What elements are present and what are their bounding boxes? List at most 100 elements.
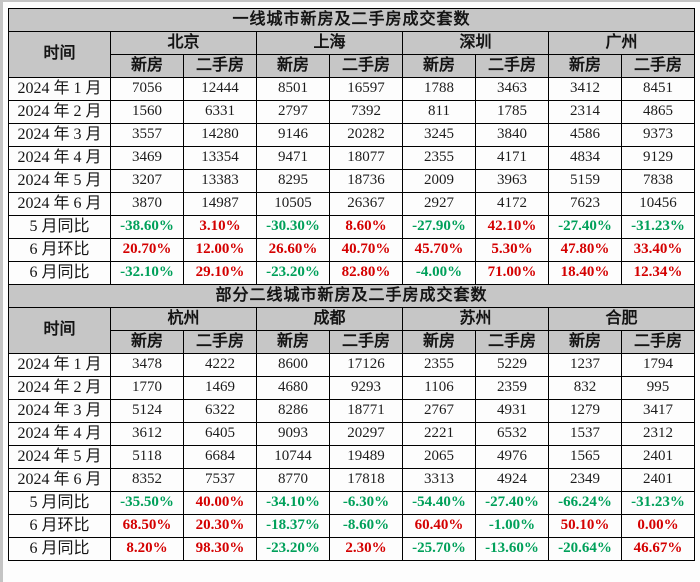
percent-cell: 3.10%	[183, 215, 257, 239]
percent-cell: 20.70%	[110, 238, 184, 262]
value-cell: 5124	[110, 399, 184, 423]
table-row: 2024 年 6 月 3870 14987 10505 26367 2927 4172 762…	[8, 192, 696, 216]
row-label: 2024 年 5 月	[8, 445, 111, 469]
value-cell: 2797	[256, 100, 330, 124]
value-cell: 3469	[110, 146, 184, 170]
row-label: 2024 年 1 月	[8, 77, 111, 101]
value-cell: 6405	[183, 422, 257, 446]
value-cell: 2355	[402, 146, 476, 170]
value-cell: 3412	[548, 77, 622, 101]
value-cell: 1237	[548, 353, 622, 377]
table-title: 部分二线城市新房及二手房成交套数	[7, 284, 696, 308]
value-cell: 4976	[475, 445, 549, 469]
value-cell: 4222	[183, 353, 257, 377]
sub-header-row: 新房 二手房 新房 二手房 新房 二手房 新房 二手房	[9, 330, 696, 354]
value-cell: 4865	[620, 100, 696, 124]
summary-label: 6 月环比	[8, 514, 111, 538]
value-cell: 9146	[256, 123, 330, 147]
percent-cell: -54.40%	[402, 491, 476, 515]
value-cell: 3245	[402, 123, 476, 147]
value-cell: 17126	[329, 353, 403, 377]
percent-cell: 26.60%	[256, 238, 330, 262]
percent-cell: 46.67%	[620, 537, 696, 561]
city-header: 苏州	[402, 307, 549, 331]
value-cell: 995	[620, 376, 696, 400]
percent-cell: 82.80%	[329, 261, 403, 285]
value-cell: 3870	[110, 192, 184, 216]
row-label: 2024 年 4 月	[8, 422, 111, 446]
value-cell: 18736	[329, 169, 403, 193]
value-cell: 6331	[183, 100, 257, 124]
value-cell: 3417	[620, 399, 696, 423]
value-cell: 12444	[183, 77, 257, 101]
value-cell: 10744	[256, 445, 330, 469]
value-cell: 6322	[183, 399, 257, 423]
percent-cell: 98.30%	[183, 537, 257, 561]
resale-home-header: 二手房	[183, 54, 257, 78]
value-cell: 16597	[329, 77, 403, 101]
value-cell: 7056	[110, 77, 184, 101]
summary-row: 5 月同比 -38.60% 3.10% -30.30% 8.60% -27.90% 42.1…	[8, 215, 696, 239]
value-cell: 9373	[620, 123, 696, 147]
city-header: 广州	[547, 31, 696, 55]
value-cell: 2312	[620, 422, 696, 446]
percent-cell: -1.00%	[475, 514, 549, 538]
value-cell: 10456	[620, 192, 696, 216]
percent-cell: 71.00%	[475, 261, 549, 285]
value-cell: 2009	[402, 169, 476, 193]
time-header: 时间	[8, 307, 111, 354]
value-cell: 7392	[329, 100, 403, 124]
value-cell: 7838	[620, 169, 696, 193]
value-cell: 9471	[256, 146, 330, 170]
city-header: 上海	[256, 31, 403, 55]
value-cell: 1794	[620, 353, 696, 377]
percent-cell: -38.60%	[110, 215, 184, 239]
value-cell: 1565	[548, 445, 622, 469]
percent-cell: -6.30%	[329, 491, 403, 515]
percent-cell: 12.34%	[620, 261, 696, 285]
table-title-row: 一线城市新房及二手房成交套数	[7, 8, 696, 32]
value-cell: 3557	[110, 123, 184, 147]
value-cell: 13383	[183, 169, 257, 193]
value-cell: 9293	[329, 376, 403, 400]
table-row: 2024 年 2 月 1560 6331 2797 7392 811 1785 2314 486…	[8, 100, 696, 124]
percent-cell: -27.40%	[475, 491, 549, 515]
value-cell: 4171	[475, 146, 549, 170]
table-row: 2024 年 3 月 3557 14280 9146 20282 3245 3840 4586…	[8, 123, 696, 147]
table-row: 2024 年 1 月 3478 4222 8600 17126 2355 5229 1237 1…	[8, 353, 696, 377]
table-row: 2024 年 2 月 1770 1469 4680 9293 1106 2359 832 995	[8, 376, 696, 400]
value-cell: 4172	[475, 192, 549, 216]
value-cell: 9129	[620, 146, 696, 170]
city-header: 杭州	[110, 307, 257, 331]
row-label: 2024 年 6 月	[8, 468, 111, 492]
resale-home-header: 二手房	[475, 330, 549, 354]
summary-label: 5 月同比	[8, 491, 111, 515]
row-label: 2024 年 5 月	[8, 169, 111, 193]
percent-cell: -30.30%	[256, 215, 330, 239]
summary-row: 6 月环比 20.70% 12.00% 26.60% 40.70% 45.70% 5.30%…	[8, 238, 696, 262]
percent-cell: -23.20%	[256, 261, 330, 285]
value-cell: 10505	[256, 192, 330, 216]
percent-cell: 5.30%	[475, 238, 549, 262]
percent-cell: 29.10%	[183, 261, 257, 285]
city-header-row: 时间 北京 上海 深圳 广州	[8, 31, 696, 78]
summary-label: 6 月环比	[8, 238, 111, 262]
percent-cell: 68.50%	[110, 514, 184, 538]
value-cell: 14280	[183, 123, 257, 147]
percent-cell: -27.90%	[402, 215, 476, 239]
value-cell: 8352	[110, 468, 184, 492]
row-label: 2024 年 4 月	[8, 146, 111, 170]
percent-cell: -18.37%	[256, 514, 330, 538]
percent-cell: -66.24%	[548, 491, 622, 515]
value-cell: 9093	[256, 422, 330, 446]
row-label: 2024 年 2 月	[8, 100, 111, 124]
percent-cell: -27.40%	[548, 215, 622, 239]
value-cell: 4680	[256, 376, 330, 400]
percent-cell: 60.40%	[402, 514, 476, 538]
summary-row: 5 月同比 -35.50% 40.00% -34.10% -6.30% -54.40% -2…	[8, 491, 696, 515]
resale-home-header: 二手房	[475, 54, 549, 78]
city-header-row: 时间 杭州 成都 苏州 合肥	[8, 307, 696, 354]
percent-cell: -4.00%	[402, 261, 476, 285]
new-home-header: 新房	[548, 330, 622, 354]
percent-cell: -20.64%	[548, 537, 622, 561]
